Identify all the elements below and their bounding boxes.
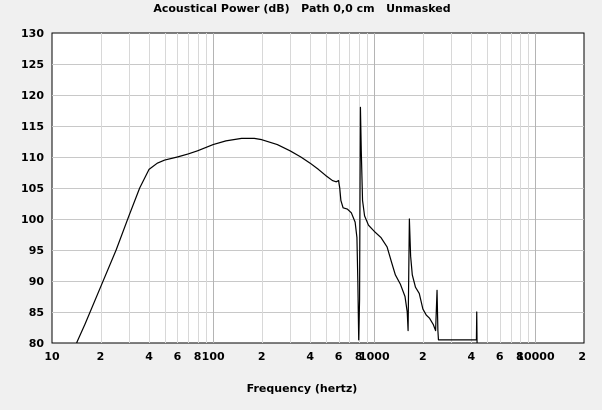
x-tick-label: 4 — [306, 350, 314, 363]
x-tick-label: 4 — [468, 350, 476, 363]
x-tick-label: 8 — [355, 350, 363, 363]
y-tick-label: 95 — [29, 244, 44, 257]
y-tick-label: 80 — [29, 337, 45, 350]
y-tick-label: 115 — [21, 120, 44, 133]
x-tick-label: 1000 — [359, 350, 390, 363]
x-tick-label: 6 — [335, 350, 343, 363]
y-tick-label: 125 — [21, 58, 44, 71]
x-tick-label: 6 — [174, 350, 182, 363]
x-tick-label: 10 — [44, 350, 60, 363]
x-tick-label: 10000 — [516, 350, 555, 363]
x-tick-label: 2 — [258, 350, 266, 363]
series-line-1 — [75, 106, 478, 343]
chart-title: Acoustical Power (dB) Path 0,0 cm Unmask… — [153, 2, 450, 15]
x-axis-label: Frequency (hertz) — [247, 382, 358, 395]
y-tick-label: 105 — [21, 182, 44, 195]
x-tick-label: 4 — [145, 350, 153, 363]
y-tick-label: 85 — [29, 306, 44, 319]
x-tick-label: 6 — [496, 350, 504, 363]
y-tick-label: 110 — [21, 151, 44, 164]
x-tick-label: 8 — [194, 350, 202, 363]
y-tick-label: 130 — [21, 27, 44, 40]
y-tick-label: 120 — [21, 89, 44, 102]
x-tick-label: 2 — [578, 350, 586, 363]
y-axis-ticks: 80 85 90 95 100 105 110 115 120 125 130 — [21, 27, 44, 350]
y-tick-label: 100 — [21, 213, 44, 226]
grid — [52, 33, 584, 343]
x-tick-label: 8 — [516, 350, 524, 363]
x-tick-label: 2 — [419, 350, 427, 363]
series-layer — [75, 106, 478, 343]
x-tick-label: 100 — [202, 350, 225, 363]
y-tick-label: 90 — [29, 275, 45, 288]
x-tick-label: 2 — [97, 350, 105, 363]
